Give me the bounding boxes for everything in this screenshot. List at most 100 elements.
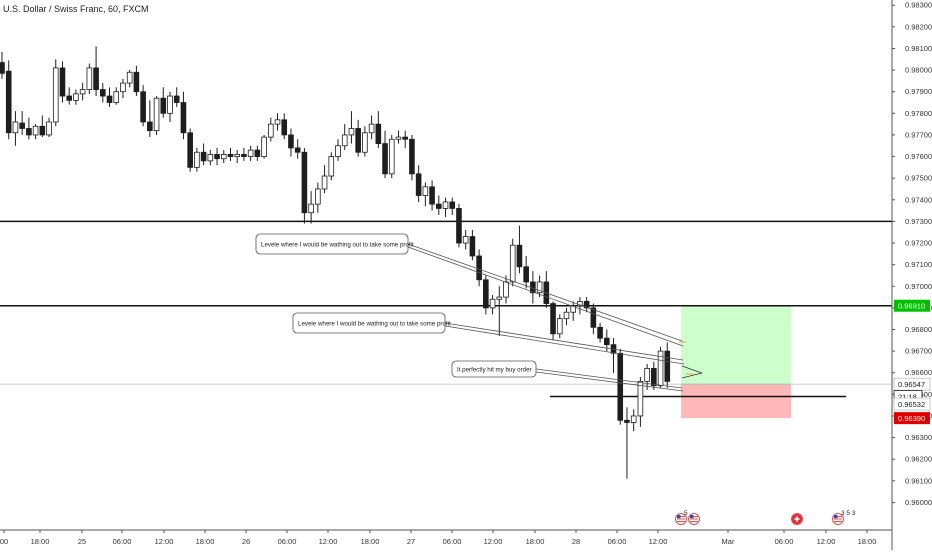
candle-body bbox=[442, 201, 449, 209]
candle-body bbox=[355, 128, 361, 153]
candle-body bbox=[160, 97, 167, 114]
price-tick-label: 0.98300 bbox=[905, 1, 932, 10]
callout-box[interactable] bbox=[292, 312, 446, 334]
candle-body bbox=[402, 136, 408, 140]
candle-body bbox=[147, 121, 153, 132]
arrow-line bbox=[681, 372, 703, 379]
time-tick-label: 18:00 bbox=[196, 537, 215, 546]
candle-body bbox=[637, 380, 644, 417]
price-axis[interactable]: 0.98300 0.98200 0.98100 0.98000 0.97900 0.978… bbox=[891, 0, 932, 550]
candle-body bbox=[664, 350, 671, 382]
candle-body bbox=[630, 415, 637, 423]
candle-body bbox=[167, 95, 173, 114]
time-axis[interactable]: 00 18:00 25 06:00 12:00 18:00 26 06:00 12:00 18:0… bbox=[0, 529, 892, 546]
candle-body bbox=[180, 102, 187, 134]
candle-body bbox=[100, 89, 106, 97]
candle-body bbox=[536, 281, 543, 294]
time-tick-label: 00 bbox=[0, 537, 8, 546]
candle-body bbox=[456, 208, 462, 244]
candle-body bbox=[254, 149, 261, 157]
price-tick-label: 0.97800 bbox=[905, 109, 932, 118]
candle-body bbox=[234, 153, 241, 157]
candle-body bbox=[503, 281, 509, 298]
candle-body bbox=[382, 143, 388, 175]
candle-body bbox=[52, 67, 59, 123]
candle-body bbox=[409, 138, 415, 175]
price-tick-label: 0.97900 bbox=[905, 87, 932, 96]
time-tick-label: 18:00 bbox=[526, 537, 545, 546]
candle-body bbox=[227, 153, 234, 157]
candle-body bbox=[120, 82, 126, 93]
candle-body bbox=[651, 368, 657, 387]
callout-leader-line bbox=[444, 325, 685, 365]
price-tick-label: 0.98200 bbox=[905, 22, 932, 31]
candle-body bbox=[550, 303, 556, 335]
candle-body bbox=[12, 121, 19, 134]
callout-box[interactable] bbox=[255, 233, 409, 255]
price-tick-label: 0.97600 bbox=[905, 152, 932, 161]
price-tick-label: 0.96100 bbox=[905, 476, 932, 485]
candle-body bbox=[449, 201, 456, 209]
candle-body bbox=[261, 136, 267, 157]
price-tick-label: 0.97000 bbox=[905, 282, 932, 291]
candle-body bbox=[476, 255, 482, 281]
candle-body bbox=[294, 147, 301, 153]
time-tick-label: 06:00 bbox=[608, 537, 627, 546]
candle-body bbox=[39, 125, 46, 136]
candle-body bbox=[348, 128, 355, 136]
candle-body bbox=[604, 337, 610, 346]
candle-body bbox=[79, 89, 86, 95]
callout-text: Levele where I would be wathing out to t… bbox=[298, 321, 451, 328]
candle-body bbox=[126, 71, 133, 84]
candle-body bbox=[86, 67, 93, 90]
price-tag bbox=[893, 397, 931, 411]
event-count-label: 3 5 3 bbox=[841, 510, 856, 517]
time-tick-label: 25 bbox=[78, 537, 86, 546]
candle-body bbox=[106, 95, 113, 103]
candle-body bbox=[0, 62, 5, 74]
candle-body bbox=[462, 236, 469, 244]
time-tick-label: 06:00 bbox=[443, 537, 462, 546]
time-tick-label: 06:00 bbox=[113, 537, 132, 546]
candle-body bbox=[341, 134, 348, 147]
candle-body bbox=[241, 153, 247, 157]
candle-body bbox=[570, 305, 576, 313]
price-tick-label: 0.98000 bbox=[905, 66, 932, 75]
us-flag-canton bbox=[834, 515, 838, 519]
callout-leader-line bbox=[535, 371, 684, 392]
candle-body bbox=[59, 67, 66, 97]
time-tick-label: 28 bbox=[572, 537, 580, 546]
time-tick-label: 12:00 bbox=[817, 537, 836, 546]
candle-body bbox=[301, 151, 308, 214]
candle-body bbox=[489, 298, 496, 309]
candle-body bbox=[523, 266, 529, 283]
time-tick-label: 27 bbox=[407, 537, 415, 546]
candle-body bbox=[140, 91, 146, 123]
candle-body bbox=[214, 153, 220, 160]
time-tick-label: 12:00 bbox=[484, 537, 503, 546]
price-tick-label: 0.96000 bbox=[905, 498, 932, 507]
event-count-label: 5 bbox=[684, 510, 688, 517]
candle-body bbox=[26, 128, 32, 136]
candle-body bbox=[617, 352, 624, 421]
candle-body bbox=[5, 70, 12, 134]
candle-body bbox=[93, 67, 99, 90]
candle-body bbox=[200, 151, 207, 162]
time-tick-label: 26 bbox=[242, 537, 250, 546]
candle-body bbox=[274, 119, 281, 125]
callout-leader-line bbox=[407, 243, 683, 342]
candle-body bbox=[509, 244, 516, 283]
candle-body bbox=[32, 125, 39, 136]
candle-body bbox=[388, 138, 395, 175]
callout-leader-line bbox=[535, 368, 683, 389]
candles bbox=[0, 46, 671, 479]
event-badges[interactable]: 5 3 5 3 bbox=[675, 510, 856, 525]
candle-body bbox=[173, 95, 180, 103]
candle-body bbox=[415, 173, 422, 196]
time-tick-label: 18:00 bbox=[31, 537, 50, 546]
callout-box[interactable] bbox=[451, 360, 537, 378]
candle-body bbox=[469, 236, 476, 257]
candle-body bbox=[375, 123, 382, 144]
